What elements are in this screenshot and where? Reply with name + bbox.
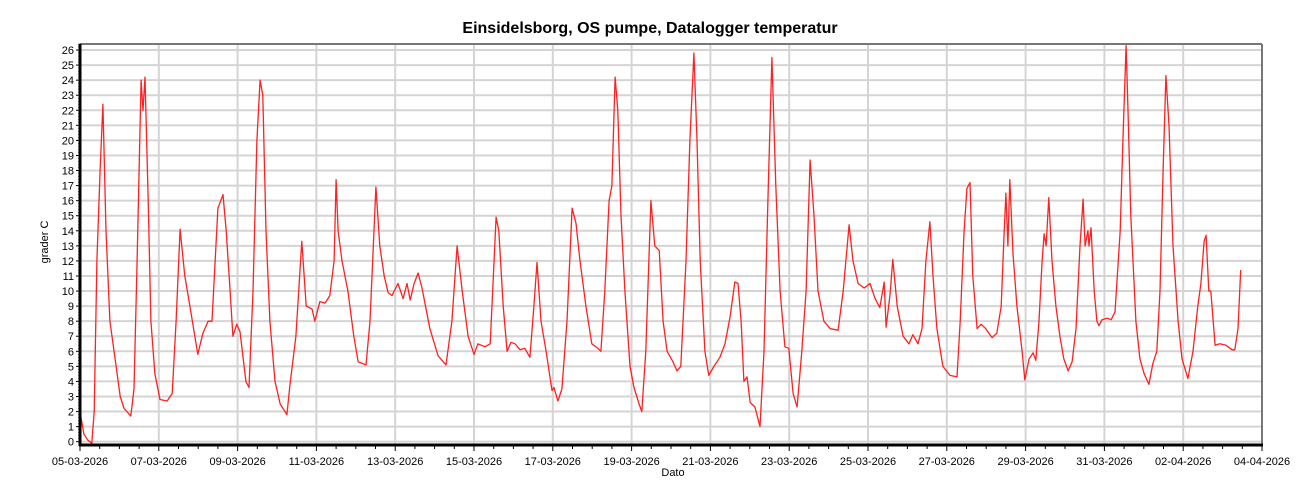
y-tick-label: 5 xyxy=(68,361,74,373)
y-tick-label: 11 xyxy=(63,271,74,283)
x-tick-label: 31-03-2026 xyxy=(1076,456,1132,468)
y-tick-label: 12 xyxy=(62,256,74,268)
x-tick-label: 05-03-2026 xyxy=(52,456,108,468)
y-tick-label: 0 xyxy=(68,437,74,449)
y-axis-label: grader C xyxy=(39,221,51,264)
x-tick-label: 09-03-2026 xyxy=(209,456,265,468)
y-tick-label: 3 xyxy=(68,391,74,403)
x-axis-label: Dato xyxy=(661,467,684,479)
y-tick-label: 19 xyxy=(62,150,74,162)
y-tick-label: 9 xyxy=(68,301,74,313)
y-tick-label: 17 xyxy=(62,181,74,193)
x-tick-label: 21-03-2026 xyxy=(682,456,738,468)
x-tick-label: 27-03-2026 xyxy=(919,456,975,468)
x-tick-label: 23-03-2026 xyxy=(761,456,817,468)
x-tick-label: 11-03-2026 xyxy=(289,456,344,468)
y-tick-label: 1 xyxy=(68,422,74,434)
y-tick-label: 13 xyxy=(62,241,74,253)
x-tick-label: 13-03-2026 xyxy=(367,456,423,468)
y-tick-label: 15 xyxy=(62,211,74,223)
x-tick-label: 17-03-2026 xyxy=(525,456,581,468)
series-layer xyxy=(79,44,1242,444)
x-tick-label: 15-03-2026 xyxy=(446,456,502,468)
axes: 0123456789101112131415161718192021222324… xyxy=(52,43,1290,468)
y-tick-label: 20 xyxy=(62,135,74,147)
y-tick-label: 7 xyxy=(68,331,74,343)
series-line-temperatur xyxy=(79,44,1242,444)
x-tick-label: 02-04-2026 xyxy=(1155,456,1211,468)
y-tick-label: 8 xyxy=(68,316,74,328)
x-tick-label: 04-04-2026 xyxy=(1234,456,1290,468)
y-tick-label: 2 xyxy=(68,407,74,419)
x-tick-label: 29-03-2026 xyxy=(997,456,1053,468)
y-tick-label: 4 xyxy=(68,376,74,388)
y-tick-label: 21 xyxy=(62,120,74,132)
y-tick-label: 25 xyxy=(62,60,74,72)
y-tick-label: 22 xyxy=(62,105,74,117)
x-tick-label: 07-03-2026 xyxy=(131,456,187,468)
y-tick-label: 23 xyxy=(62,90,74,102)
chart-title: Einsidelsborg, OS pumpe, Datalogger temp… xyxy=(462,20,838,37)
y-tick-label: 26 xyxy=(62,45,74,57)
gridlines xyxy=(79,44,1263,445)
y-tick-label: 10 xyxy=(62,286,74,298)
x-tick-label: 19-03-2026 xyxy=(603,456,659,468)
y-tick-label: 6 xyxy=(68,346,74,358)
x-tick-label: 25-03-2026 xyxy=(840,456,896,468)
y-tick-label: 18 xyxy=(62,166,74,178)
y-tick-label: 14 xyxy=(62,226,74,238)
y-tick-label: 16 xyxy=(62,196,74,208)
y-tick-label: 24 xyxy=(62,75,74,87)
